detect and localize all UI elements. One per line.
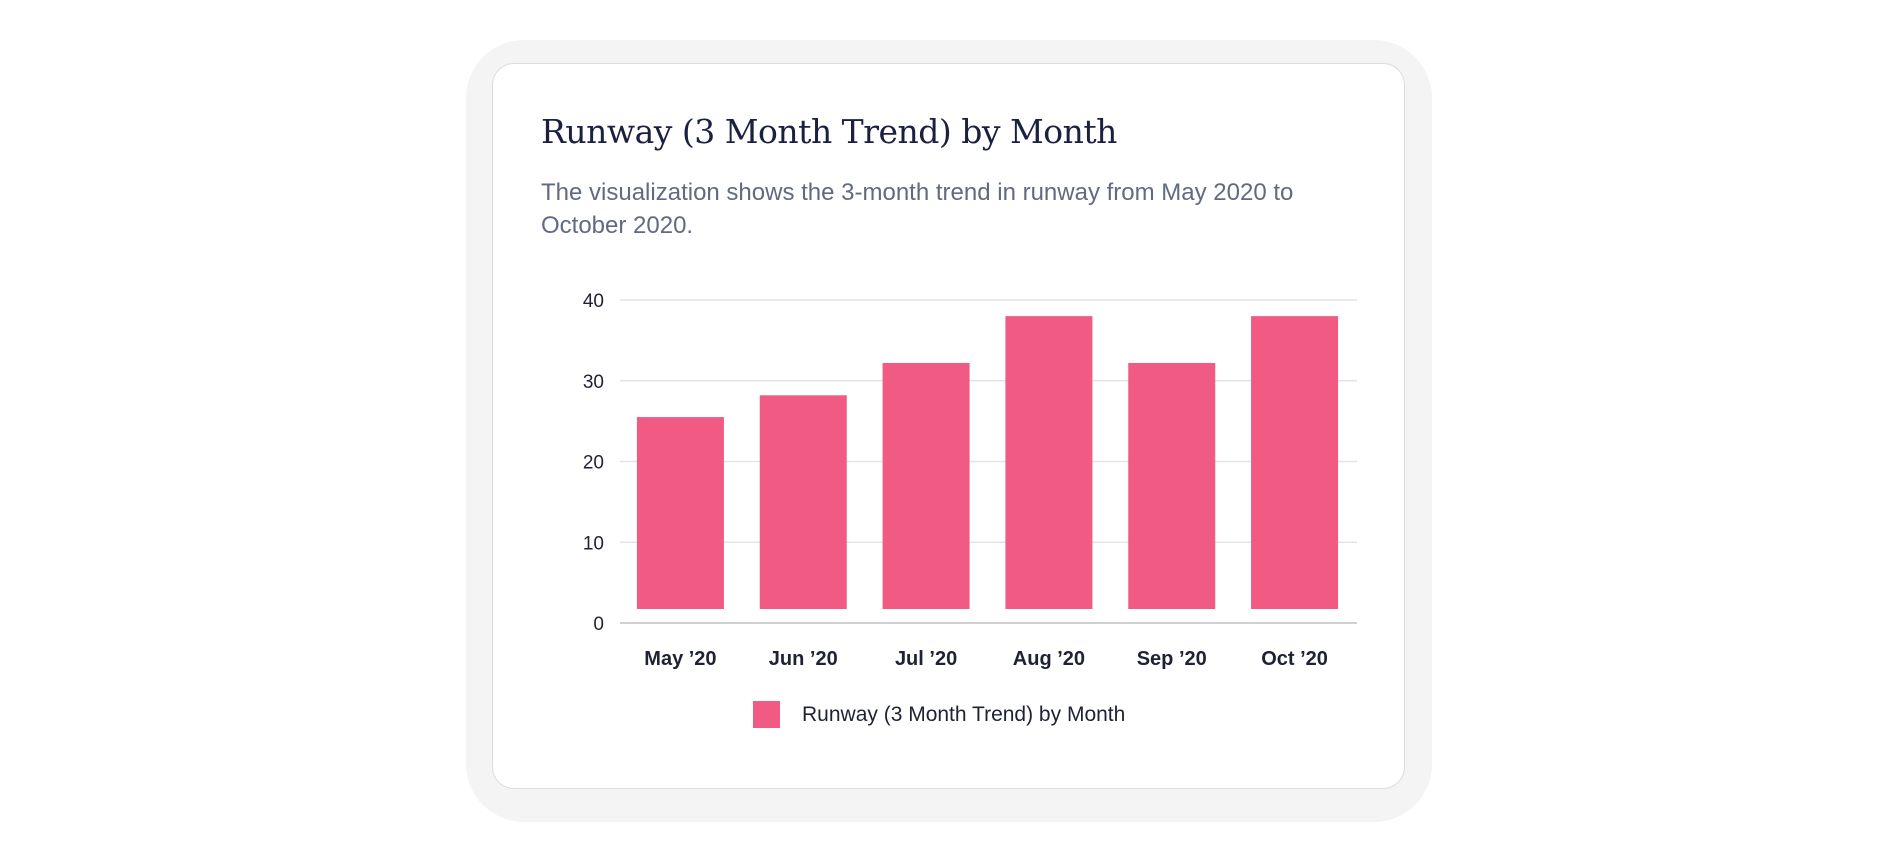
y-tick-label: 10: [583, 533, 604, 554]
bar[interactable]: [1251, 316, 1339, 609]
bars: [636, 316, 1339, 609]
x-tick-label: Jul ’20: [895, 648, 957, 670]
chart-legend[interactable]: Runway (3 Month Trend) by Month: [753, 701, 1125, 728]
x-tick-label: Jun ’20: [769, 648, 838, 670]
chart-description: The visualization shows the 3-month tren…: [541, 179, 1294, 239]
bar[interactable]: [759, 395, 847, 609]
bar[interactable]: [1128, 362, 1216, 609]
y-tick-label: 0: [593, 614, 604, 635]
x-tick-label: May ’20: [644, 648, 716, 670]
bar[interactable]: [636, 417, 724, 609]
chart-title: Runway (3 Month Trend) by Month: [541, 112, 1117, 151]
y-tick-label: 40: [583, 291, 604, 312]
legend-swatch: [753, 701, 780, 728]
grid-lines: [620, 299, 1357, 624]
legend-label: Runway (3 Month Trend) by Month: [802, 702, 1126, 726]
x-axis-labels: May ’20 Jun ’20 Jul ’20 Aug ’20 Sep ’20 Oct ’…: [644, 648, 1328, 670]
y-axis-ticks: 0 10 20 30 40: [583, 291, 604, 635]
bar[interactable]: [882, 362, 970, 609]
bar[interactable]: [1005, 316, 1093, 609]
x-tick-label: Oct ’20: [1261, 648, 1328, 670]
x-tick-label: Aug ’20: [1013, 648, 1085, 670]
y-tick-label: 30: [583, 372, 604, 393]
y-tick-label: 20: [583, 453, 604, 474]
x-tick-label: Sep ’20: [1137, 648, 1207, 670]
